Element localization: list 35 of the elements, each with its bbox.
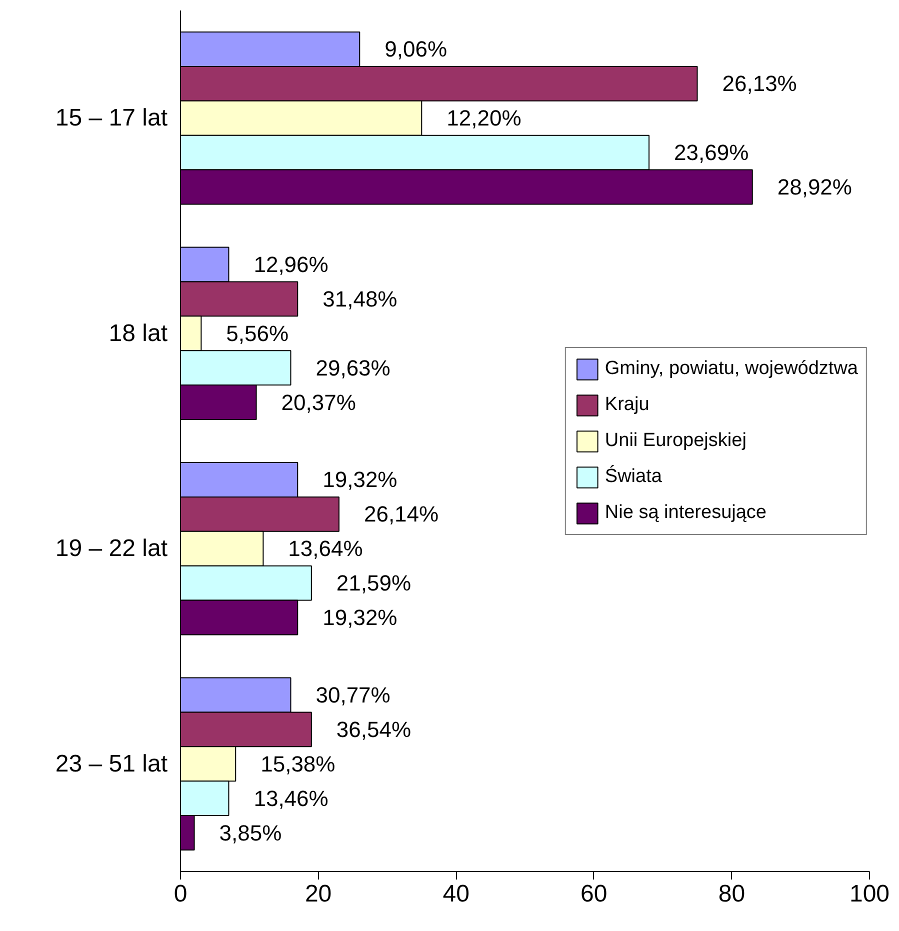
legend-label: Gminy, powiatu, województwa xyxy=(604,358,858,380)
annotation: 13,64% xyxy=(288,536,363,562)
y-tick-label: 15 – 17 lat xyxy=(55,104,168,132)
annotation: 19,32% xyxy=(322,605,398,630)
annotation: 20,37% xyxy=(281,390,356,415)
annotation: 12,96% xyxy=(254,252,328,277)
x-tick-label: 20 xyxy=(304,880,332,908)
legend-label: Kraju xyxy=(604,394,650,416)
annotation: 5,56% xyxy=(226,320,289,346)
annotation: 29,63% xyxy=(316,355,390,380)
annotation: 15,38% xyxy=(260,751,336,776)
annotation: 28,92% xyxy=(777,174,852,200)
y-tick-label: 19 – 22 lat xyxy=(55,535,168,562)
legend-label: Unii Europejskiej xyxy=(604,430,746,452)
annotation: 30,77% xyxy=(316,682,390,708)
y-tick-label: 18 lat xyxy=(108,320,168,347)
annotation: 3,85% xyxy=(219,820,282,846)
x-tick-label: 0 xyxy=(174,880,188,908)
legend-label: Świata xyxy=(604,466,662,488)
annotation: 23,69% xyxy=(674,140,749,166)
annotation: 21,59% xyxy=(336,570,412,596)
x-tick-label: 60 xyxy=(580,880,608,908)
annotation: 26,14% xyxy=(364,502,439,527)
y-tick-label: 23 – 51 lat xyxy=(55,750,168,778)
annotation: 26,13% xyxy=(722,71,797,96)
annotation: 12,20% xyxy=(446,106,522,131)
annotation: 36,54% xyxy=(336,716,412,742)
x-tick-label: 40 xyxy=(442,880,470,908)
annotation: 19,32% xyxy=(322,467,398,492)
legend-label: Nie są interesujące xyxy=(604,502,766,524)
annotation: 13,46% xyxy=(254,786,328,811)
x-tick-label: 100 xyxy=(849,880,890,908)
x-tick-label: 80 xyxy=(718,880,746,908)
annotation: 9,06% xyxy=(384,36,448,62)
annotation: 31,48% xyxy=(322,286,398,312)
